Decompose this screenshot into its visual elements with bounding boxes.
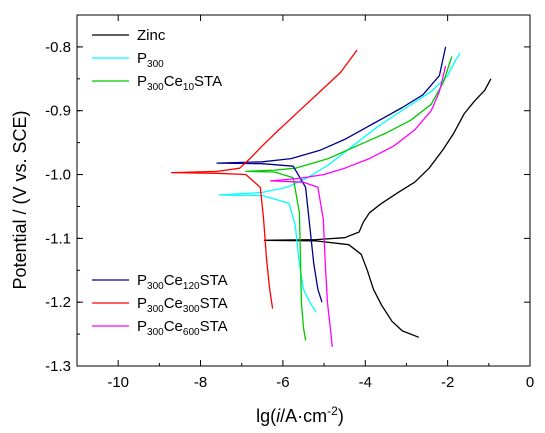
legend-label: Zinc — [137, 27, 166, 44]
plot-frame — [76, 14, 531, 367]
x-axis-title: lg(i/A·cm-2) — [256, 404, 344, 426]
legend-item: P300Ce10STA — [92, 73, 222, 93]
x-tick-label: -4 — [359, 374, 372, 391]
legend-item: Zinc — [92, 27, 166, 44]
legend: Zinc P300 P300Ce10STA P300Ce120STA P300Ce300… — [92, 27, 228, 338]
legend-item: P300 — [92, 50, 164, 70]
y-tick-label: -1.0 — [45, 167, 71, 184]
series-line-p300ce600sta — [269, 65, 447, 347]
legend-item: P300Ce600STA — [92, 318, 228, 338]
y-tick-label: -0.9 — [45, 103, 71, 120]
series-line-p300 — [218, 52, 461, 313]
series-line-zinc — [263, 78, 492, 338]
x-tick-label: -6 — [276, 374, 289, 391]
plot-area — [171, 46, 492, 347]
series-line-p300ce120sta — [216, 46, 447, 303]
legend-label: P300Ce10STA — [137, 73, 222, 93]
x-tick-label: -8 — [194, 374, 207, 391]
x-tick-label: -2 — [441, 374, 454, 391]
x-tick-label: -10 — [107, 374, 129, 391]
x-tick-label: 0 — [526, 374, 534, 391]
y-tick-label: -1.3 — [45, 358, 71, 375]
y-axis-title: Potential / (V vs. SCE) — [10, 110, 30, 289]
legend-label: P300 — [137, 50, 164, 70]
legend-label: P300Ce120STA — [137, 272, 228, 292]
series-line-p300ce300sta — [171, 49, 358, 309]
axes: -10 -8 -6 -4 -2 0 -1.3 -1.2 -1.1 -1.0 -0.9 -0.8 — [45, 14, 534, 391]
legend-item: P300Ce300STA — [92, 295, 228, 315]
y-tick-label: -0.8 — [45, 39, 71, 56]
legend-item: P300Ce120STA — [92, 272, 228, 292]
legend-label: P300Ce600STA — [137, 318, 228, 338]
legend-label: P300Ce300STA — [137, 295, 228, 315]
series-line-p300ce10sta — [245, 56, 453, 341]
y-tick-label: -1.2 — [45, 294, 71, 311]
y-tick-label: -1.1 — [45, 230, 71, 247]
